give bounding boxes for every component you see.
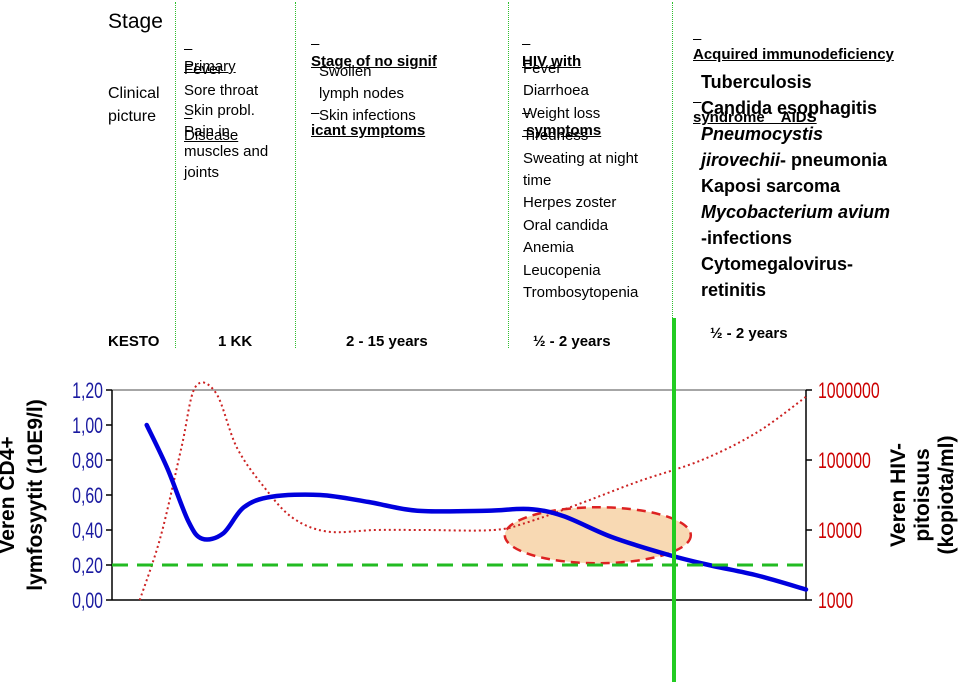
clinical-item: Mycobacterium avium <box>701 202 891 222</box>
cd4-count-line <box>144 422 809 592</box>
clinical-picture-row-label: Clinical picture <box>108 82 160 128</box>
clinical-item: Skin probl. <box>184 102 255 119</box>
left-tick-label: 0,00 <box>72 590 103 614</box>
left-axis-title: Veren CD4+ <box>0 436 19 553</box>
column-separator-2 <box>295 2 296 348</box>
stage-header-line: Primary <box>184 58 236 75</box>
clinical-item: Trombosytopenia <box>523 284 639 302</box>
clinical-item: Sore throat <box>184 81 259 99</box>
clinical-item: Swollen <box>319 63 372 80</box>
stage-row-label: Stage <box>108 10 163 33</box>
clinical-item: Anemia <box>523 239 574 257</box>
column-separator-1 <box>175 2 176 348</box>
stage-header-line: symptoms <box>522 122 602 139</box>
clinical-item: Oral candida <box>523 216 609 234</box>
clinical-item: Herpes zoster <box>523 194 617 212</box>
stage-header-line: Acquired immunodeficiency <box>693 46 894 63</box>
clinical-item: time <box>523 172 552 190</box>
right-axis-title: pitoisuus <box>911 448 934 541</box>
clinical-item-italic: jirovechii <box>701 150 781 170</box>
clinical-item: joints <box>184 163 220 181</box>
stage-header-primary: Primary Disease <box>184 9 238 170</box>
clinical-item: Fever <box>184 61 223 78</box>
stage-header-line: Disease <box>184 127 239 144</box>
clinical-no-symptoms: Swollen lymph nodes Skin infections <box>319 61 416 127</box>
clinical-item: Tuberculosis <box>701 72 812 92</box>
right-axis-title: Veren HIV- <box>887 443 910 547</box>
clinical-item: Diarrhoea <box>523 82 589 100</box>
left-tick-label: 0,60 <box>72 485 103 509</box>
column-separator-3 <box>508 2 509 348</box>
clinical-item: -infections <box>701 228 793 248</box>
clinical-item: Weight loss <box>523 104 601 122</box>
duration-no-symptoms: 2 - 15 years <box>346 333 428 350</box>
right-tick-label: 1000 <box>818 590 853 614</box>
hiv-load-line <box>138 381 807 601</box>
clinical-item: Tiredness <box>523 127 589 145</box>
clinical-item: Kaposi sarcoma <box>701 176 841 196</box>
duration-primary: 1 KK <box>218 333 253 350</box>
left-tick-label: 0,20 <box>72 555 103 579</box>
left-axis-title: lymfosyytit (10E9/l) <box>24 399 47 590</box>
stage-header-line: HIV with <box>522 53 582 70</box>
clinical-item: lymph nodes <box>319 85 405 102</box>
stage-header-line: syndrome AIDS <box>693 109 817 126</box>
clinical-item: jirovechii- pneumonia <box>701 147 890 173</box>
clinical-item: Pain in <box>184 122 230 140</box>
clinical-hiv-symptoms: Fever Diarrhoea Weight loss Tiredness Sw… <box>523 58 638 304</box>
clinical-item: muscles and <box>184 143 269 160</box>
left-tick-label: 0,40 <box>72 520 103 544</box>
stage-header-line: Stage of no signif <box>311 53 437 70</box>
clinical-item: retinitis <box>701 280 767 300</box>
stage-header-no-symptoms: Stage of no signif icant symptoms <box>311 4 437 165</box>
column-separator-4 <box>672 2 673 348</box>
kesto-row-label: KESTO <box>108 333 160 350</box>
stage-header-hiv-symptoms: HIV with symptoms <box>522 4 601 165</box>
left-tick-label: 1,00 <box>72 415 103 439</box>
clinical-aids: Tuberculosis Candida esophagitis Pneumoc… <box>701 69 890 303</box>
left-tick-label: 1,20 <box>72 380 103 404</box>
stage-header-aids: Acquired immunodeficiency syndrome AIDS <box>693 2 894 149</box>
clinical-item: Pneumocystis <box>701 124 824 144</box>
clinical-item: Cytomegalovirus- <box>701 254 854 274</box>
right-tick-label: 1000000 <box>818 380 880 404</box>
right-axis-title: (kopiota/ml) <box>935 436 958 555</box>
right-tick-label: 10000 <box>818 520 862 544</box>
clinical-item: Candida esophagitis <box>701 98 878 118</box>
clinical-picture-label-line: picture <box>108 108 157 125</box>
clinical-primary: Fever Sore throat Skin probl. Pain in mu… <box>184 60 268 183</box>
left-tick-label: 0,80 <box>72 450 103 474</box>
clinical-item-rest: - pneumonia <box>780 150 888 170</box>
clinical-item: Fever <box>523 60 562 77</box>
clinical-item: Skin infections <box>319 107 416 124</box>
clinical-item: Sweating at night <box>523 149 639 167</box>
clinical-item: Leucopenia <box>523 261 601 279</box>
duration-aids: ½ - 2 years <box>710 325 788 342</box>
right-tick-label: 100000 <box>818 450 871 474</box>
clinical-picture-label-line: Clinical <box>108 85 160 102</box>
stage-header-line: icant symptoms <box>311 122 426 139</box>
duration-hiv-symptoms: ½ - 2 years <box>533 333 611 350</box>
